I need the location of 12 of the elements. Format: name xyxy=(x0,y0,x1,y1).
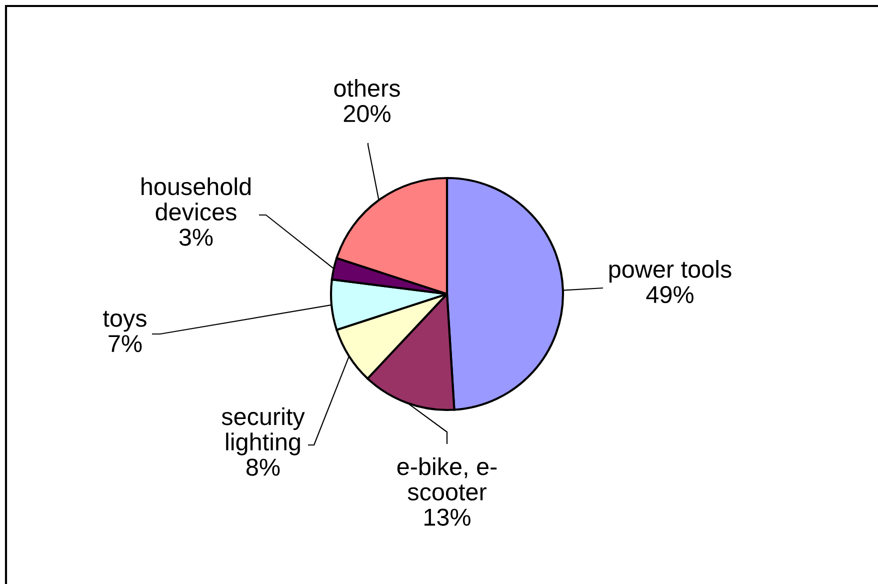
data-label: 20% xyxy=(344,104,390,122)
slice-label: power tools xyxy=(609,260,732,283)
data-label: 8% xyxy=(246,458,280,476)
data-label: 13% xyxy=(424,508,470,526)
slice-label: others xyxy=(334,79,400,97)
slice-label: security lighting xyxy=(222,407,305,456)
data-label: 49% xyxy=(646,286,694,304)
data-label: 3% xyxy=(179,228,213,246)
slice-label: household devices xyxy=(142,177,251,221)
data-label: 7% xyxy=(108,335,142,352)
slice-label: e-bike, e- scooter xyxy=(397,457,497,501)
slice-label: toys xyxy=(103,310,146,332)
